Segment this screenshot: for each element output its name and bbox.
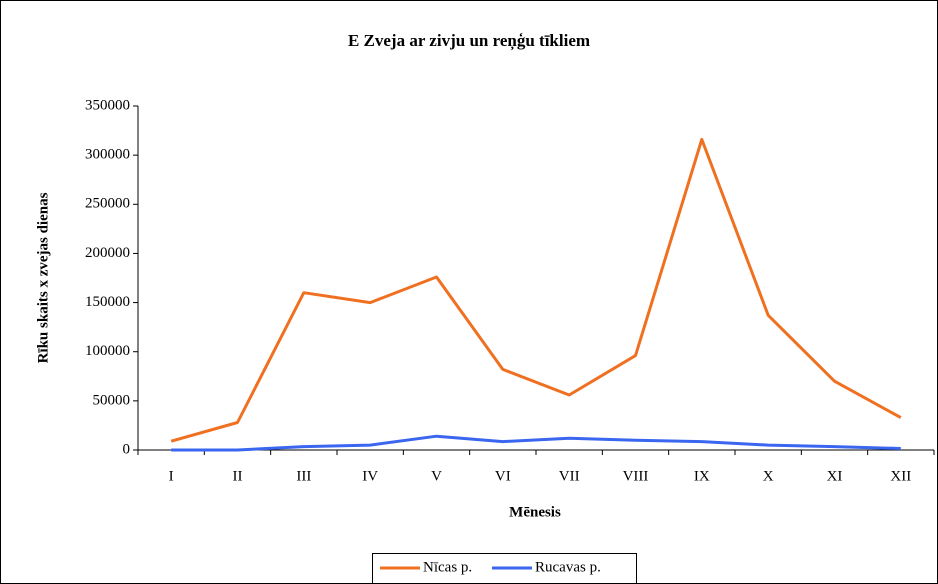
x-tick-label: XI <box>827 468 843 484</box>
y-tick-label: 50000 <box>93 392 131 408</box>
y-tick-label: 200000 <box>85 245 130 261</box>
legend-label: Rucavas p. <box>535 559 601 575</box>
y-tick-label: 100000 <box>85 343 130 359</box>
x-tick-label: VII <box>559 468 580 484</box>
y-tick-label: 0 <box>123 441 131 457</box>
x-tick-label: XII <box>890 468 911 484</box>
series-line <box>170 137 902 443</box>
y-tick-label: 300000 <box>85 147 130 163</box>
x-tick-label: X <box>763 468 774 484</box>
x-tick-label: II <box>233 468 243 484</box>
y-axis-label: Rīku skaits x zvejas dienas <box>35 192 51 363</box>
x-tick-label: VI <box>495 468 511 484</box>
x-tick-label: IV <box>362 468 378 484</box>
y-tick-label: 250000 <box>85 196 130 212</box>
x-tick-label: I <box>169 468 174 484</box>
x-axis-label: Mēnesis <box>509 504 561 520</box>
series-line <box>171 434 901 452</box>
x-tick-label: IX <box>694 468 710 484</box>
legend-label: Nīcas p. <box>423 559 472 575</box>
x-tick-label: VIII <box>623 468 649 484</box>
y-tick-label: 150000 <box>85 294 130 310</box>
y-tick-label: 350000 <box>85 97 130 113</box>
x-tick-label: V <box>431 468 442 484</box>
x-tick-label: III <box>296 468 311 484</box>
chart-title: E Zveja ar zivju un reņģu tīkliem <box>348 31 590 51</box>
